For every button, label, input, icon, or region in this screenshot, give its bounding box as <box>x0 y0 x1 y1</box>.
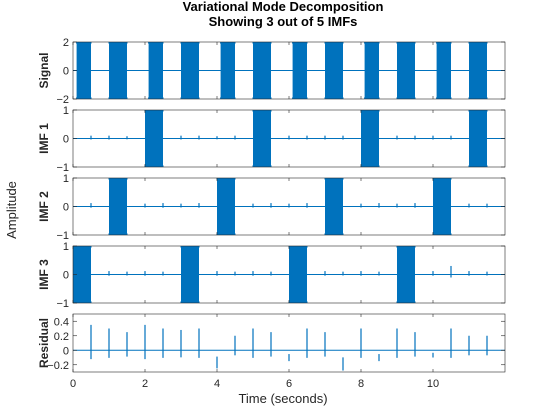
x-tick-label: 2 <box>142 378 148 390</box>
y-axis-label: Amplitude <box>4 181 19 239</box>
x-tick-label: 0 <box>70 378 76 390</box>
y-tick-label: −1 <box>56 162 69 174</box>
subplot-stack: −2 0 2 Signal −1 0 1 IMF 1 −1 0 1 IMF 2 −1 0 1 IMF 3 −0.… <box>37 37 506 390</box>
oscillation-burst <box>148 42 163 99</box>
oscillation-burst <box>325 178 343 235</box>
y-tick-label: −1 <box>56 230 69 242</box>
y-tick-label: 0.4 <box>54 316 69 328</box>
oscillation-burst <box>361 110 379 167</box>
panel-1: −2 0 2 Signal <box>37 37 506 106</box>
oscillation-burst <box>253 42 271 99</box>
oscillation-burst <box>469 42 487 99</box>
panel-ylabel: Signal <box>37 52 51 88</box>
oscillation-burst <box>217 178 235 235</box>
y-tick-label: 0 <box>63 345 69 357</box>
y-tick-label: 1 <box>63 241 69 253</box>
oscillation-burst <box>73 246 91 303</box>
oscillation-burst <box>469 110 487 167</box>
chart-title: Variational Mode Decomposition <box>183 0 384 14</box>
panel-3: −1 0 1 IMF 2 <box>37 173 506 242</box>
panel-ylabel: IMF 1 <box>37 123 51 154</box>
x-tick-label: 4 <box>214 378 220 390</box>
oscillation-burst <box>436 42 451 99</box>
panel-ylabel: IMF 2 <box>37 191 51 222</box>
oscillation-burst <box>253 110 271 167</box>
y-tick-label: 0 <box>63 270 69 282</box>
plot-area <box>73 314 505 372</box>
series-area <box>73 324 505 371</box>
oscillation-burst <box>325 42 343 99</box>
oscillation-burst <box>397 246 415 303</box>
oscillation-burst <box>109 178 127 235</box>
panel-4: −1 0 1 IMF 3 <box>37 241 506 310</box>
y-tick-label: −1 <box>56 298 69 310</box>
y-tick-label: 2 <box>63 37 69 49</box>
y-tick-label: 0.2 <box>54 331 69 343</box>
oscillation-burst <box>181 42 199 99</box>
y-tick-label: 0 <box>63 202 69 214</box>
oscillation-burst <box>433 178 451 235</box>
panel-ylabel: IMF 3 <box>37 259 51 290</box>
oscillation-burst <box>181 246 199 303</box>
x-tick-label: 10 <box>427 378 439 390</box>
y-tick-label: −2 <box>56 94 69 106</box>
y-tick-label: 0 <box>63 66 69 78</box>
chart-subtitle: Showing 3 out of 5 IMFs <box>209 14 358 29</box>
oscillation-burst <box>364 42 379 99</box>
y-tick-label: −0.2 <box>47 360 69 372</box>
y-tick-label: 1 <box>63 173 69 185</box>
oscillation-burst <box>145 110 163 167</box>
oscillation-burst <box>220 42 235 99</box>
oscillation-burst <box>289 246 307 303</box>
x-tick-label: 8 <box>358 378 364 390</box>
oscillation-burst <box>292 42 307 99</box>
oscillation-burst <box>397 42 415 99</box>
x-tick-label: 6 <box>286 378 292 390</box>
x-axis-label: Time (seconds) <box>238 391 327 406</box>
oscillation-burst <box>109 42 127 99</box>
series-area <box>73 178 505 235</box>
oscillation-burst <box>76 42 91 99</box>
y-tick-label: 0 <box>63 134 69 146</box>
panel-2: −1 0 1 IMF 1 <box>37 105 506 174</box>
panel-ylabel: Residual <box>37 318 51 368</box>
y-tick-label: 1 <box>63 105 69 117</box>
